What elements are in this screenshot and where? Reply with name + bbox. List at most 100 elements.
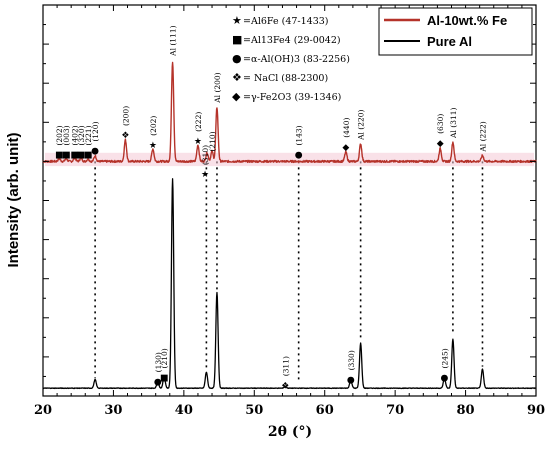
phase-key-text: =Al13Fe4 (29-0042) bbox=[243, 35, 341, 46]
upper-annotation-9: ★ (222) bbox=[194, 112, 203, 147]
phase-key-text: = NaCl (88-2300) bbox=[243, 73, 328, 84]
peak-marker: ■ bbox=[77, 151, 86, 161]
phase-key-symbol: ❖ bbox=[232, 71, 242, 84]
peak-marker: ★ bbox=[194, 137, 202, 147]
series-layer bbox=[42, 61, 537, 390]
peak-marker: ■ bbox=[160, 373, 169, 383]
peak-label: (210) bbox=[160, 348, 169, 368]
upper-annotation-3: ■ (320) bbox=[77, 125, 86, 160]
peak-label: (330) bbox=[347, 350, 356, 370]
upper-annotation-7: ★ (202) bbox=[149, 116, 158, 151]
x-tick-label: 60 bbox=[316, 403, 334, 418]
peak-label: (630) bbox=[436, 114, 445, 134]
peak-label: Al (111) bbox=[169, 25, 178, 56]
peak-label: (310) bbox=[201, 145, 210, 165]
upper-annotation-6: ❖ (200) bbox=[121, 106, 130, 141]
upper-annotation-1: ■ (003) bbox=[62, 125, 71, 160]
peak-marker: ◆ bbox=[437, 139, 444, 149]
upper-annotation-13: ◆ (440) bbox=[342, 118, 351, 153]
lower-annotation-2: ★ (310) bbox=[201, 145, 210, 180]
peak-marker: ❖ bbox=[281, 381, 289, 391]
phase-key-text: =Al6Fe (47-1433) bbox=[243, 16, 329, 27]
peak-label: (200) bbox=[121, 106, 130, 126]
upper-annotation-12: ● (143) bbox=[295, 125, 304, 160]
phase-key-symbol: ● bbox=[232, 52, 242, 65]
phase-key-symbol: ■ bbox=[232, 33, 242, 46]
phase-key: ★ =Al6Fe (47-1433)■ =Al13Fe4 (29-0042)● =α-… bbox=[232, 14, 350, 103]
peak-marker: ◆ bbox=[342, 143, 349, 153]
peak-marker: ■ bbox=[84, 151, 93, 161]
peak-label: (221) bbox=[84, 125, 93, 145]
peak-annotations: ■(202)■(003)■(402)■(320)■(221)●(120) ❖(20… bbox=[55, 25, 488, 391]
peak-label: Al (220) bbox=[357, 109, 366, 140]
series-line-0 bbox=[42, 61, 537, 164]
upper-annotation-4: ■ (221) bbox=[84, 125, 93, 160]
x-tick-labels: 20 30 40 50 60 70 80 90 bbox=[34, 403, 545, 418]
series-noise-band bbox=[45, 152, 534, 167]
peak-label: (222) bbox=[194, 112, 203, 132]
peak-marker: ★ bbox=[201, 170, 209, 180]
upper-annotation-8: Al (111) bbox=[169, 25, 178, 56]
peak-marker: ● bbox=[91, 147, 99, 157]
peak-label: (311) bbox=[281, 356, 290, 376]
x-tick-label: 40 bbox=[175, 403, 193, 418]
x-tick-label: 80 bbox=[457, 403, 475, 418]
upper-annotation-17: Al (222) bbox=[478, 121, 487, 152]
legend-label-alfe: Al-10wt.% Fe bbox=[427, 13, 507, 28]
x-tick-label: 90 bbox=[527, 403, 545, 418]
x-tick-label: 50 bbox=[245, 403, 263, 418]
peak-marker: ● bbox=[295, 151, 303, 161]
lower-annotation-1: ■ (210) bbox=[160, 348, 169, 383]
peak-label: (130) bbox=[154, 352, 163, 372]
x-axis-label: 2θ (°) bbox=[268, 424, 312, 440]
phase-key-symbol: ★ bbox=[232, 14, 242, 27]
peak-marker: ❖ bbox=[121, 131, 129, 141]
x-tick-label: 30 bbox=[104, 403, 122, 418]
phase-key-text: =α-Al(OH)3 (83-2256) bbox=[243, 54, 350, 65]
peak-marker: ■ bbox=[55, 151, 64, 161]
peak-label: Al (311) bbox=[449, 107, 458, 138]
upper-annotation-15: ◆ (630) bbox=[436, 114, 445, 149]
upper-annotation-11: Al (200) bbox=[213, 72, 222, 103]
peak-marker: ● bbox=[154, 377, 162, 387]
peak-label: Al (200) bbox=[213, 72, 222, 103]
peak-label: (202) bbox=[149, 116, 158, 136]
dotted-guide-lines bbox=[94, 161, 484, 383]
peak-label: (120) bbox=[91, 121, 100, 141]
peak-label: (245) bbox=[440, 348, 449, 368]
lower-annotation-5: ● (245) bbox=[440, 348, 449, 383]
peak-label: (402) bbox=[71, 125, 80, 145]
peak-label: (143) bbox=[295, 125, 304, 145]
phase-key-text: =γ-Fe2O3 (39-1346) bbox=[243, 92, 341, 103]
x-tick-label: 20 bbox=[34, 403, 52, 418]
peak-marker: ★ bbox=[149, 141, 157, 151]
upper-annotation-2: ■ (402) bbox=[70, 125, 79, 160]
peak-label: (003) bbox=[62, 125, 71, 145]
peak-label: Al (222) bbox=[478, 121, 487, 152]
upper-annotation-0: ■ (202) bbox=[55, 125, 64, 160]
phase-key-symbol: ◆ bbox=[232, 90, 241, 103]
legend-label-pureal: Pure Al bbox=[427, 34, 472, 49]
upper-annotation-16: Al (311) bbox=[449, 107, 458, 138]
peak-label: (320) bbox=[77, 125, 86, 145]
peak-label: (202) bbox=[55, 125, 64, 145]
peak-marker: ● bbox=[347, 375, 355, 385]
peak-label: (440) bbox=[342, 118, 351, 138]
upper-annotation-10: (210) bbox=[208, 131, 217, 151]
y-axis-label: Intensity (arb. unit) bbox=[5, 132, 22, 267]
legend: Al-10wt.% Fe Pure Al bbox=[378, 7, 533, 56]
axis-ticks bbox=[42, 5, 537, 396]
upper-annotation-5: ● (120) bbox=[91, 121, 100, 156]
peak-marker: ● bbox=[441, 373, 449, 383]
lower-annotation-4: ● (330) bbox=[347, 350, 356, 385]
series-line-1 bbox=[42, 178, 537, 390]
peak-marker: ■ bbox=[70, 151, 79, 161]
upper-annotation-14: Al (220) bbox=[357, 109, 366, 140]
peak-marker: ■ bbox=[62, 151, 71, 161]
legend-box bbox=[378, 7, 533, 56]
lower-annotation-3: ❖ (311) bbox=[281, 356, 290, 391]
lower-annotation-0: ● (130) bbox=[154, 352, 163, 387]
peak-label: (210) bbox=[208, 131, 217, 151]
x-tick-label: 70 bbox=[386, 403, 404, 418]
